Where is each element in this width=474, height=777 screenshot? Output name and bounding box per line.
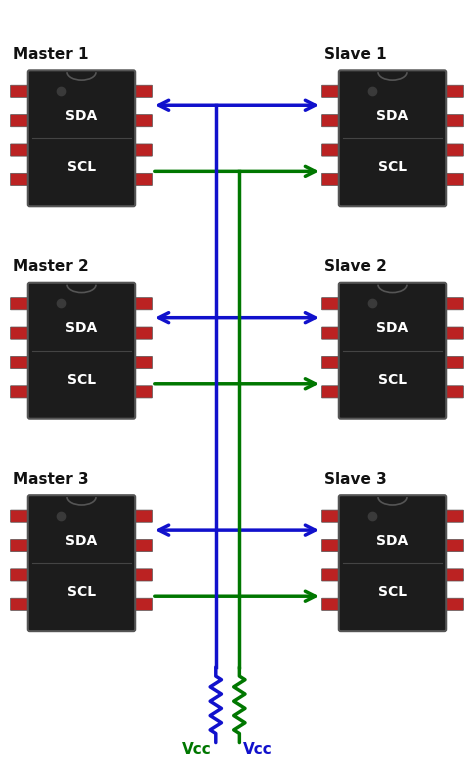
FancyBboxPatch shape [10, 85, 30, 97]
FancyBboxPatch shape [133, 385, 153, 398]
Text: Master 1: Master 1 [13, 47, 89, 62]
FancyBboxPatch shape [321, 510, 341, 522]
FancyBboxPatch shape [321, 173, 341, 186]
FancyBboxPatch shape [10, 598, 30, 611]
Text: Vcc: Vcc [243, 742, 273, 757]
FancyBboxPatch shape [133, 510, 153, 522]
FancyBboxPatch shape [133, 298, 153, 310]
FancyBboxPatch shape [321, 539, 341, 552]
Text: Vcc: Vcc [182, 742, 212, 757]
FancyBboxPatch shape [444, 173, 464, 186]
Text: SCL: SCL [67, 585, 96, 599]
FancyBboxPatch shape [28, 70, 135, 206]
Text: SCL: SCL [378, 585, 407, 599]
FancyBboxPatch shape [444, 510, 464, 522]
Text: SCL: SCL [67, 373, 96, 387]
FancyBboxPatch shape [28, 495, 135, 631]
FancyBboxPatch shape [444, 385, 464, 398]
Text: SCL: SCL [378, 373, 407, 387]
FancyBboxPatch shape [10, 298, 30, 310]
FancyBboxPatch shape [10, 357, 30, 368]
FancyBboxPatch shape [10, 539, 30, 552]
FancyBboxPatch shape [444, 357, 464, 368]
FancyBboxPatch shape [321, 298, 341, 310]
Text: Slave 2: Slave 2 [324, 260, 387, 274]
FancyBboxPatch shape [10, 327, 30, 340]
FancyBboxPatch shape [321, 85, 341, 97]
FancyBboxPatch shape [133, 173, 153, 186]
FancyBboxPatch shape [10, 114, 30, 127]
Text: SDA: SDA [65, 534, 98, 548]
FancyBboxPatch shape [133, 598, 153, 611]
FancyBboxPatch shape [133, 327, 153, 340]
FancyBboxPatch shape [321, 569, 341, 581]
FancyBboxPatch shape [10, 144, 30, 156]
FancyBboxPatch shape [133, 569, 153, 581]
Text: SDA: SDA [376, 109, 409, 123]
FancyBboxPatch shape [444, 114, 464, 127]
FancyBboxPatch shape [444, 598, 464, 611]
FancyBboxPatch shape [133, 85, 153, 97]
FancyBboxPatch shape [10, 510, 30, 522]
FancyBboxPatch shape [444, 539, 464, 552]
FancyBboxPatch shape [321, 114, 341, 127]
Text: SCL: SCL [67, 160, 96, 174]
FancyBboxPatch shape [444, 569, 464, 581]
FancyBboxPatch shape [321, 598, 341, 611]
FancyBboxPatch shape [10, 173, 30, 186]
FancyBboxPatch shape [10, 569, 30, 581]
FancyBboxPatch shape [321, 357, 341, 368]
FancyBboxPatch shape [28, 283, 135, 419]
FancyBboxPatch shape [10, 385, 30, 398]
FancyBboxPatch shape [321, 385, 341, 398]
FancyBboxPatch shape [321, 144, 341, 156]
FancyBboxPatch shape [133, 144, 153, 156]
FancyBboxPatch shape [444, 327, 464, 340]
FancyBboxPatch shape [444, 85, 464, 97]
Text: SDA: SDA [376, 534, 409, 548]
FancyBboxPatch shape [133, 357, 153, 368]
Text: SDA: SDA [65, 321, 98, 335]
Text: Master 2: Master 2 [13, 260, 89, 274]
FancyBboxPatch shape [339, 70, 446, 206]
FancyBboxPatch shape [133, 114, 153, 127]
FancyBboxPatch shape [339, 283, 446, 419]
Text: Master 3: Master 3 [13, 472, 89, 486]
FancyBboxPatch shape [339, 495, 446, 631]
FancyBboxPatch shape [321, 327, 341, 340]
FancyBboxPatch shape [133, 539, 153, 552]
Text: SCL: SCL [378, 160, 407, 174]
FancyBboxPatch shape [444, 298, 464, 310]
Text: SDA: SDA [376, 321, 409, 335]
FancyBboxPatch shape [444, 144, 464, 156]
Text: Slave 1: Slave 1 [324, 47, 387, 62]
Text: Slave 3: Slave 3 [324, 472, 387, 486]
Text: SDA: SDA [65, 109, 98, 123]
